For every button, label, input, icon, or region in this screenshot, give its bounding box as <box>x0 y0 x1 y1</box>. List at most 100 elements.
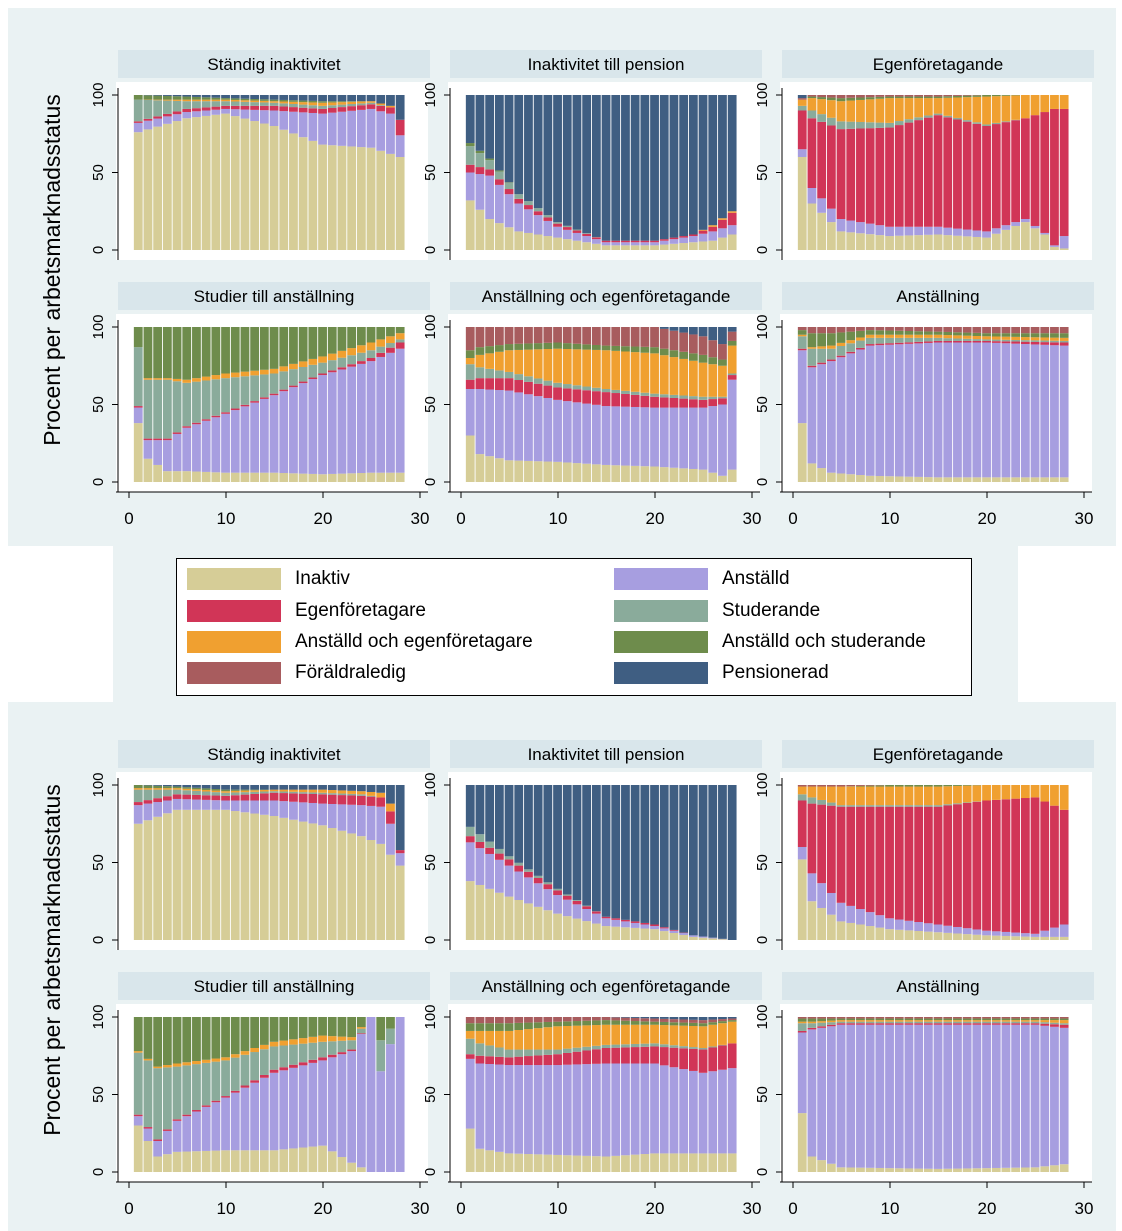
bar-segment-studerande <box>718 1044 727 1046</box>
bar-segment-anstalld-och-egenforetagare <box>182 379 192 383</box>
bar-segment-anstalld-och-egenforetagare <box>817 1021 827 1023</box>
bar-segment-foraldraledig <box>943 1017 953 1019</box>
bar-segment-anstalld <box>856 1024 865 1168</box>
bar-segment-anstalld <box>727 1068 737 1154</box>
bar-segment-anstalld <box>659 240 669 245</box>
bar-segment-studerande <box>1059 340 1069 343</box>
bar-segment-anstalld <box>865 223 875 235</box>
bar-segment-anstalld-och-egenforetagare <box>201 376 211 381</box>
bar-segment-anstalld-och-studerande <box>543 342 553 350</box>
bar-segment-egenforetagare <box>318 108 327 114</box>
bar-segment-egenforetagare <box>572 230 582 233</box>
bar-segment-studerande <box>914 805 924 807</box>
bar-segment-egenforetagare <box>601 916 611 919</box>
bar-segment-studerande <box>356 352 366 362</box>
bar-segment-inaktiv <box>1001 477 1011 482</box>
bar-segment-anstalld-och-egenforetagare <box>347 790 357 794</box>
bar-segment-studerande <box>485 160 495 170</box>
bar-segment-foraldraledig <box>914 95 924 97</box>
bar-segment-anstalld-och-studerande <box>259 1017 269 1045</box>
bar-segment-anstalld <box>846 220 856 233</box>
bar-segment-studerande <box>269 102 279 106</box>
bar-segment-studerande <box>514 862 524 866</box>
legend-label-anstalld-och-egenforetagare: Anställd och egenföretagare <box>295 631 533 652</box>
bar-segment-studerande <box>797 336 807 349</box>
bar-segment-studerande <box>133 1052 143 1115</box>
bar-segment-anstalld <box>718 404 727 476</box>
bar-segment-egenforetagare <box>1001 799 1011 932</box>
bar-segment-studerande <box>337 357 347 368</box>
bar-segment-inaktiv <box>885 476 894 482</box>
bar-segment-foraldraledig <box>807 95 817 97</box>
bar-segment-anstalld <box>327 803 337 829</box>
bar-segment-inaktiv <box>933 1168 943 1172</box>
bar-segment-studerande <box>153 1068 163 1140</box>
bar-segment-anstalld-och-studerande <box>327 1017 337 1037</box>
bar-segment-studerande <box>133 789 143 803</box>
bar-segment-anstalld-och-egenforetagare <box>298 361 308 367</box>
bar-segment-inaktiv <box>162 1154 172 1172</box>
bar-segment-anstalld-och-egenforetagare <box>250 370 260 376</box>
panel-title: Ständig inaktivitet <box>207 745 341 764</box>
bar-segment-anstalld-och-egenforetagare <box>991 336 1001 340</box>
bar-segment-anstalld <box>201 799 211 810</box>
bar-segment-egenforetagare <box>514 380 524 393</box>
bar-segment-inaktiv <box>826 1163 836 1172</box>
bar-segment-anstalld-och-egenforetagare <box>347 1037 357 1041</box>
bar-segment-egenforetagare <box>601 1048 611 1064</box>
bar-segment-anstalld-och-egenforetagare <box>817 786 827 800</box>
bar-segment-anstalld-och-egenforetagare <box>504 1030 514 1050</box>
y-tick-label: 0 <box>90 936 107 944</box>
bar-segment-anstalld <box>1040 232 1050 235</box>
bar-segment-studerande <box>659 394 669 398</box>
bar-segment-anstalld-och-studerande <box>591 344 601 350</box>
bar-segment-studerande <box>289 103 298 108</box>
bar-segment-anstalld-och-studerande <box>1030 333 1040 338</box>
bar-segment-studerande <box>659 1044 669 1048</box>
bar-segment-egenforetagare <box>298 793 308 803</box>
legend-label-egenforetagare: Egenföretagare <box>295 600 426 621</box>
bar-segment-pensionerad <box>708 95 718 226</box>
bar-segment-pensionerad <box>298 95 308 101</box>
bar-segment-anstalld-och-studerande <box>162 786 172 789</box>
bar-segment-anstalld-och-egenforetagare <box>846 1020 856 1022</box>
bar-segment-anstalld-och-studerande <box>856 97 865 100</box>
bar-segment-inaktiv <box>611 245 621 250</box>
bar-segment-anstalld <box>914 1024 924 1169</box>
bar-segment-inaktiv <box>133 132 143 250</box>
bar-segment-anstalld <box>591 239 601 244</box>
bar-segment-inaktiv <box>1059 248 1069 250</box>
panel-strip <box>450 972 762 1000</box>
bar-segment-inaktiv <box>308 1146 318 1172</box>
bar-segment-anstalld <box>826 361 836 473</box>
bar-segment-inaktiv <box>494 458 504 482</box>
bar-segment-studerande <box>904 1021 914 1024</box>
bar-segment-anstalld <box>514 203 524 232</box>
bar-segment-anstalld-och-egenforetagare <box>289 101 298 104</box>
bar-segment-inaktiv <box>279 817 289 940</box>
bar-segment-anstalld-och-egenforetagare <box>727 211 737 213</box>
bar-segment-studerande <box>562 894 572 896</box>
bar-segment-studerande <box>543 215 553 218</box>
bar-segment-anstalld-och-studerande <box>465 350 475 358</box>
bar-segment-anstalld-och-studerande <box>347 1017 357 1038</box>
bar-segment-studerande <box>172 381 182 433</box>
bar-segment-studerande <box>1040 340 1050 343</box>
bar-segment-anstalld <box>1030 1024 1040 1168</box>
bar-segment-anstalld <box>376 806 386 844</box>
bar-segment-anstalld <box>259 800 269 815</box>
bar-segment-anstalld-och-studerande <box>308 327 318 359</box>
bar-segment-studerande <box>475 834 485 842</box>
bar-segment-egenforetagare <box>562 1052 572 1065</box>
bar-segment-anstalld-och-egenforetagare <box>485 353 495 369</box>
bar-segment-anstalld-och-studerande <box>923 96 933 99</box>
bar-segment-studerande <box>143 789 153 801</box>
bar-segment-anstalld-och-egenforetagare <box>836 342 846 346</box>
bar-segment-pensionerad <box>659 95 669 240</box>
bar-segment-inaktiv <box>669 243 679 250</box>
bar-segment-studerande <box>192 790 201 795</box>
bar-segment-anstalld <box>650 926 659 930</box>
bar-segment-egenforetagare <box>133 1114 143 1117</box>
bar-segment-anstalld-och-egenforetagare <box>153 1066 163 1069</box>
bar-segment-anstalld <box>1001 931 1011 936</box>
